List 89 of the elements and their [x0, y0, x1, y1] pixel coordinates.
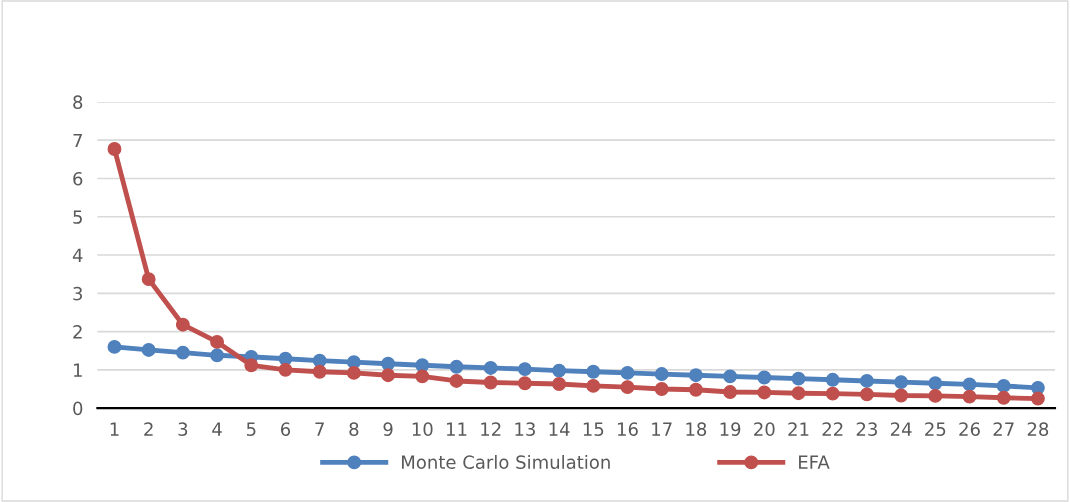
point: [962, 389, 977, 404]
point: [688, 382, 703, 397]
point: [654, 382, 669, 396]
point: [449, 374, 464, 388]
x-tick-label: 17: [652, 422, 672, 436]
point: [688, 368, 703, 383]
point: [586, 378, 601, 393]
y-tick-label: 0: [73, 401, 83, 416]
y-tick-label: 3: [73, 286, 83, 301]
point: [723, 385, 738, 399]
x-tick-label: 8: [349, 422, 359, 436]
point: [141, 342, 156, 357]
x-tick-label: 11: [446, 422, 467, 436]
x-tick-label: 26: [959, 422, 980, 436]
x-tick-label: 21: [788, 422, 809, 436]
point: [654, 367, 669, 382]
x-tick-label: 4: [212, 422, 222, 436]
point: [586, 364, 601, 379]
point: [141, 272, 156, 287]
point: [107, 142, 122, 156]
x-tick-label: 9: [383, 422, 393, 436]
point: [312, 364, 327, 379]
point: [381, 368, 396, 383]
x-tick-label: 28: [1027, 422, 1049, 436]
point: [552, 377, 567, 391]
x-tick-label: 25: [925, 422, 946, 436]
x-tick-label: 13: [515, 422, 535, 436]
x-tick-label: 18: [686, 422, 707, 436]
point: [859, 387, 874, 402]
x-tick-label: 20: [754, 422, 775, 436]
point: [278, 362, 293, 377]
point: [346, 365, 361, 380]
x-tick-label: 16: [617, 422, 638, 436]
x-tick-label: 19: [720, 422, 741, 436]
point: [723, 369, 738, 384]
x-tick-label: 3: [178, 422, 188, 436]
point: [825, 372, 840, 387]
point: [928, 388, 943, 403]
x-tick-label: 7: [315, 422, 324, 436]
x-tick-label: 10: [412, 422, 433, 436]
point: [449, 359, 464, 374]
point: [210, 334, 225, 349]
point: [517, 376, 532, 391]
point: [483, 375, 498, 390]
x-tick-label: 1: [110, 422, 119, 436]
x-tick-label: 27: [993, 422, 1014, 436]
point: [415, 369, 430, 384]
point: [552, 363, 567, 378]
point: [107, 339, 122, 354]
point: [483, 360, 498, 375]
y-tick-label: 7: [73, 133, 82, 148]
point: [175, 345, 190, 360]
point: [381, 356, 396, 371]
point: [1030, 391, 1045, 406]
point: [757, 370, 772, 385]
legend-label: Monte Carlo Simulation: [402, 455, 610, 469]
legend-label: EFA: [799, 455, 830, 469]
point: [791, 371, 806, 386]
point: [244, 358, 259, 373]
x-tick-label: 12: [481, 422, 501, 436]
x-tick-label: 23: [856, 422, 877, 436]
point: [859, 374, 874, 388]
point: [620, 365, 635, 380]
y-tick-label: 1: [73, 363, 82, 377]
y-tick-label: 5: [73, 210, 82, 224]
point: [175, 317, 190, 332]
point: [210, 348, 225, 363]
point: [894, 375, 909, 390]
x-tick-label: 14: [549, 422, 570, 436]
y-tick-label: 6: [73, 171, 83, 186]
point: [928, 376, 943, 391]
point: [517, 362, 532, 377]
point: [962, 377, 977, 392]
point: [996, 378, 1011, 393]
point: [620, 380, 635, 395]
point: [894, 388, 909, 403]
point: [825, 386, 840, 401]
x-tick-label: 5: [246, 422, 256, 436]
point: [757, 385, 772, 400]
x-tick-label: 24: [890, 422, 912, 436]
x-tick-label: 6: [281, 422, 291, 436]
x-tick-label: 15: [583, 422, 604, 436]
point: [791, 386, 806, 401]
y-tick-label: 8: [73, 95, 83, 110]
y-tick-label: 4: [72, 248, 83, 262]
x-tick-label: 2: [144, 422, 153, 436]
x-tick-label: 22: [822, 422, 843, 436]
point: [996, 390, 1011, 405]
y-tick-label: 2: [73, 325, 82, 339]
